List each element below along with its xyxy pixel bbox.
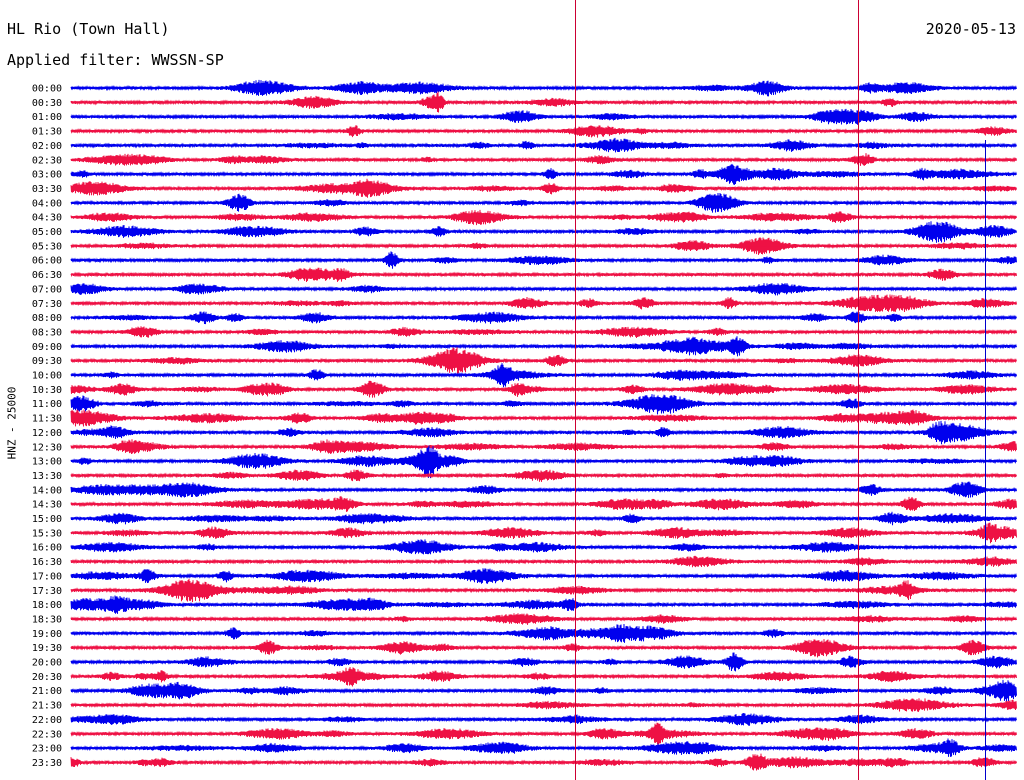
row-label: 18:30 bbox=[32, 614, 62, 625]
row-label: 00:30 bbox=[32, 98, 62, 109]
row-label: 01:30 bbox=[32, 127, 62, 138]
row-label: 11:00 bbox=[32, 399, 62, 410]
row-label: 04:30 bbox=[32, 213, 62, 224]
row-label: 16:30 bbox=[32, 557, 62, 568]
row-label: 14:30 bbox=[32, 500, 62, 511]
row-label: 00:00 bbox=[32, 84, 62, 95]
row-label: 02:00 bbox=[32, 141, 62, 152]
row-label: 11:30 bbox=[32, 414, 62, 425]
row-label: 08:30 bbox=[32, 327, 62, 338]
row-label: 12:00 bbox=[32, 428, 62, 439]
row-label: 07:30 bbox=[32, 299, 62, 310]
row-label: 23:00 bbox=[32, 744, 62, 755]
row-label: 23:30 bbox=[32, 758, 62, 769]
row-label: 17:00 bbox=[32, 571, 62, 582]
markers-group bbox=[575, 0, 986, 780]
row-label: 04:00 bbox=[32, 198, 62, 209]
row-label: 06:00 bbox=[32, 256, 62, 267]
row-label: 20:00 bbox=[32, 658, 62, 669]
row-label: 18:00 bbox=[32, 600, 62, 611]
row-label: 19:30 bbox=[32, 643, 62, 654]
date-label: 2020-05-13 bbox=[925, 20, 1016, 38]
row-label: 22:00 bbox=[32, 715, 62, 726]
filter-label: Applied filter: WWSSN-SP bbox=[7, 51, 224, 69]
row-label: 08:00 bbox=[32, 313, 62, 324]
row-label: 09:30 bbox=[32, 356, 62, 367]
row-label: 02:30 bbox=[32, 155, 62, 166]
row-label: 13:00 bbox=[32, 457, 62, 468]
row-label: 09:00 bbox=[32, 342, 62, 353]
row-label: 10:30 bbox=[32, 385, 62, 396]
row-label: 10:00 bbox=[32, 371, 62, 382]
row-label: 17:30 bbox=[32, 586, 62, 597]
row-label: 16:00 bbox=[32, 543, 62, 554]
traces-group bbox=[70, 79, 1017, 771]
row-label: 12:30 bbox=[32, 442, 62, 453]
row-label: 05:30 bbox=[32, 241, 62, 252]
row-label: 13:30 bbox=[32, 471, 62, 482]
row-labels-group: 00:00 00:30 01:00 01:30 02:00 02:30 03:00 03:30… bbox=[32, 84, 62, 769]
row-label: 06:30 bbox=[32, 270, 62, 281]
row-label: 21:00 bbox=[32, 686, 62, 697]
row-label: 22:30 bbox=[32, 729, 62, 740]
row-label: 19:00 bbox=[32, 629, 62, 640]
row-label: 03:30 bbox=[32, 184, 62, 195]
row-label: 14:00 bbox=[32, 485, 62, 496]
station-title: HL Rio (Town Hall) bbox=[7, 20, 170, 38]
row-label: 01:00 bbox=[32, 112, 62, 123]
row-label: 07:00 bbox=[32, 284, 62, 295]
row-label: 20:30 bbox=[32, 672, 62, 683]
row-label: 21:30 bbox=[32, 701, 62, 712]
row-label: 15:30 bbox=[32, 528, 62, 539]
row-label: 15:00 bbox=[32, 514, 62, 525]
row-label: 03:00 bbox=[32, 170, 62, 181]
row-label: 05:00 bbox=[32, 227, 62, 238]
